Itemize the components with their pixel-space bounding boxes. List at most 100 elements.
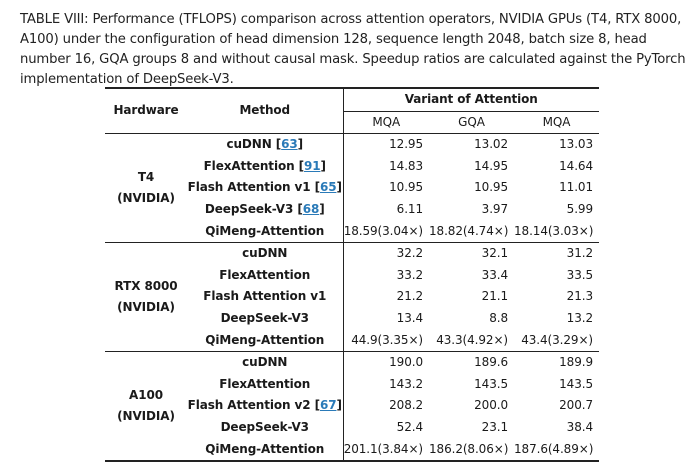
method-name: Flash Attention v2 (187, 398, 311, 413)
value-cell: 8.8 (489, 310, 508, 325)
method-cell: Flash Attention v2 [67] (187, 398, 342, 413)
value-cell: 32.1 (429, 242, 514, 265)
citation-link[interactable]: 65 (319, 180, 337, 195)
hardware-vendor: (NVIDIA) (117, 409, 175, 424)
method-cell: QiMeng-Attention (187, 438, 343, 462)
table-row: DeepSeek-V3 52.4 23.1 38.4 (105, 416, 599, 439)
value-cell: 43.4(3.29×) (521, 332, 593, 347)
method-name: cuDNN (242, 246, 288, 261)
value-cell: 33.2 (342, 264, 429, 287)
method-cell: QiMeng-Attention (187, 221, 343, 243)
citation-link[interactable]: 91 (304, 158, 321, 173)
value-cell: 10.95 (342, 177, 429, 199)
header-row: Hardware Method Variant of Attention (105, 86, 599, 134)
method-name: FlexAttention (203, 158, 295, 173)
value-cell: 32.2 (342, 242, 429, 265)
value-cell: 18.59(3.04×) (342, 220, 429, 243)
value-cell: 33.5 (566, 267, 593, 282)
citation-link[interactable]: 68 (302, 201, 320, 216)
hardware-cell: RTX 8000 (NVIDIA) (105, 242, 187, 352)
method-cell: DeepSeek-V3 [68] (204, 201, 325, 216)
value-cell: 5.99 (566, 201, 593, 216)
value-cell: 21.1 (481, 289, 508, 304)
hardware-cell: T4 (NVIDIA) (105, 133, 187, 243)
method-name: Flash Attention v1 (187, 180, 311, 195)
table-row: RTX 8000 (NVIDIA) cuDNN 32.2 32.1 31.2 (105, 242, 599, 352)
method-name: cuDNN (226, 137, 272, 152)
method-name: Flash Attention v1 (203, 289, 327, 304)
value-cell: 143.5 (559, 376, 593, 391)
value-cell: 21.2 (342, 286, 429, 308)
value-cell: 10.95 (474, 180, 508, 195)
value-cell: 189.6 (429, 351, 514, 374)
value-cell: 208.2 (342, 395, 429, 417)
table-caption: TABLE VIII: Performance (TFLOPS) compari… (20, 12, 686, 87)
method-cell: QiMeng-Attention (187, 330, 343, 352)
citation-link[interactable]: 63 (281, 137, 298, 152)
value-cell: 6.11 (342, 198, 429, 221)
table-row: A100 (NVIDIA) cuDNN 190.0 189.6 189.9 (105, 351, 599, 462)
header-variant: Variant of Attention (342, 86, 599, 112)
method-name: QiMeng-Attention (205, 332, 325, 347)
header-variant-1: MQA (342, 111, 429, 134)
table-row: QiMeng-Attention 18.59(3.04×) 18.82(4.74×)… (105, 220, 599, 243)
header-variant-3: MQA (542, 114, 571, 129)
table-row: Flash Attention v2 [67] 208.2 200.0 200.7 (105, 395, 599, 417)
subheader-row: MQA GQA MQA (105, 111, 599, 134)
method-cell: FlexAttention [91] (203, 158, 326, 173)
value-cell: 12.95 (342, 133, 429, 156)
value-cell: 3.97 (481, 201, 508, 216)
method-name: FlexAttention (219, 376, 311, 391)
method-name: QiMeng-Attention (205, 441, 325, 456)
hardware-name: RTX 8000 (114, 279, 178, 294)
method-name: DeepSeek-V3 (204, 201, 294, 216)
table-row: T4 (NVIDIA) cuDNN [63] 12.95 13.02 13.03 (105, 133, 599, 243)
hardware-vendor: (NVIDIA) (117, 300, 175, 315)
value-cell: 18.82(4.74×) (429, 223, 509, 238)
value-cell: 38.4 (566, 419, 593, 434)
value-cell: 13.02 (429, 133, 514, 156)
hardware-vendor: (NVIDIA) (117, 191, 175, 206)
value-cell: 13.4 (342, 307, 429, 330)
table-body: T4 (NVIDIA) cuDNN [63] 12.95 13.02 13.03 FlexA… (105, 133, 599, 462)
method-cell: cuDNN (187, 351, 343, 374)
value-cell: 14.83 (342, 155, 429, 178)
value-cell: 14.64 (559, 158, 593, 173)
header-variant-2: GQA (458, 114, 485, 129)
hardware-cell: A100 (NVIDIA) (105, 351, 187, 462)
value-cell: 43.3(4.92×) (436, 332, 508, 347)
method-cell: FlexAttention (187, 265, 343, 287)
value-cell: 143.2 (342, 373, 429, 396)
hardware-name: T4 (137, 170, 155, 185)
value-cell: 18.14(3.03×) (514, 223, 594, 238)
table-row: Flash Attention v1 21.2 21.1 21.3 (105, 286, 599, 308)
value-cell: 13.03 (514, 133, 599, 156)
hardware-name: A100 (129, 388, 163, 403)
table-row: QiMeng-Attention 44.9(3.35×) 43.3(4.92×) 43… (105, 329, 599, 352)
value-cell: 52.4 (342, 416, 429, 439)
value-cell: 21.3 (566, 289, 593, 304)
value-cell: 13.2 (566, 310, 593, 325)
method-name: cuDNN (242, 355, 288, 370)
method-name: DeepSeek-V3 (220, 419, 309, 434)
method-cell: cuDNN [63] (187, 133, 343, 156)
value-cell: 23.1 (481, 419, 508, 434)
method-name: DeepSeek-V3 (220, 310, 309, 325)
table-row: FlexAttention 33.2 33.4 33.5 (105, 264, 599, 287)
performance-table: Hardware Method Variant of Attention MQA… (105, 86, 599, 462)
value-cell: 200.7 (559, 398, 593, 413)
value-cell: 186.2(8.06×) (429, 438, 514, 462)
value-cell: 11.01 (559, 180, 593, 195)
value-cell: 14.95 (474, 158, 508, 173)
table-row: QiMeng-Attention 201.1(3.84×) 186.2(8.06×)… (105, 438, 599, 462)
citation-link[interactable]: 67 (319, 398, 337, 413)
method-name: QiMeng-Attention (205, 223, 325, 238)
header-method: Method (187, 87, 343, 134)
value-cell: 190.0 (342, 351, 429, 374)
value-cell: 31.2 (514, 242, 599, 265)
value-cell: 201.1(3.84×) (342, 438, 429, 462)
value-cell: 200.0 (474, 398, 508, 413)
method-cell: Flash Attention v1 [65] (187, 180, 342, 195)
table-row: DeepSeek-V3 [68] 6.11 3.97 5.99 (105, 198, 599, 221)
method-cell: FlexAttention (187, 374, 343, 396)
